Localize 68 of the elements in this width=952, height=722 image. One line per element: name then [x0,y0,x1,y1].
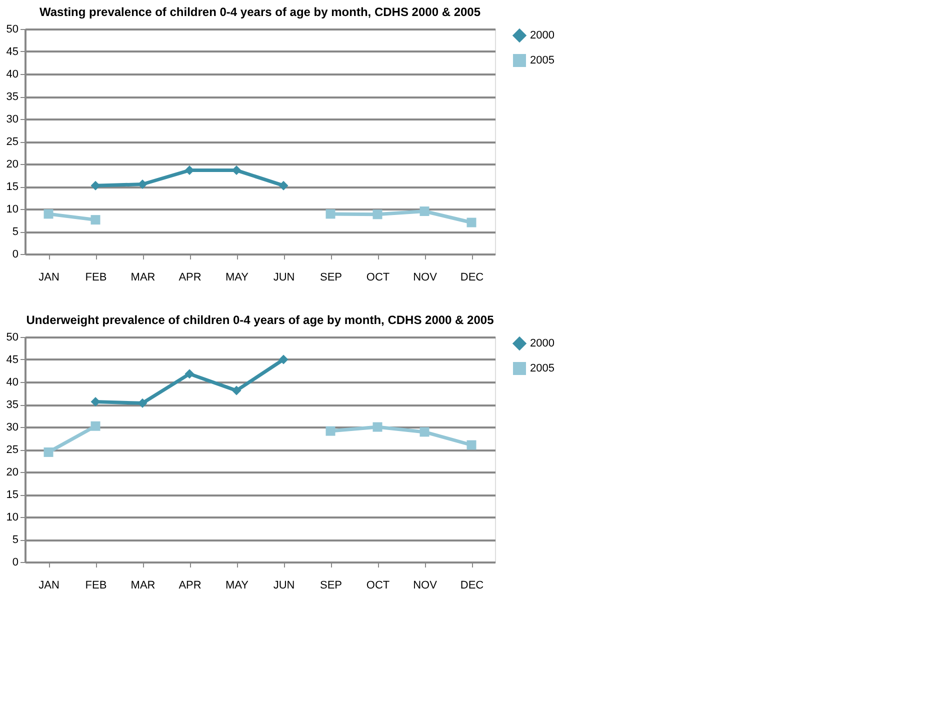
point [278,180,288,190]
chart-title: Wasting prevalence of children 0-4 years of age by month, CDHS 2000 & 2005 [39,5,481,19]
legend-label: 2005 [530,54,554,66]
x-tick-label: SEP [320,272,342,284]
y-tick-label: 45 [6,46,18,58]
legend-label: 2005 [530,362,554,374]
y-tick-label: 5 [12,226,18,238]
point [90,397,100,407]
point [326,426,336,436]
point [420,427,430,437]
y-tick-label: 30 [6,114,18,126]
y-tick-label: 40 [6,376,18,388]
y-tick-label: 5 [12,534,18,546]
y-tick-label: 15 [6,181,18,193]
x-tick-label: FEB [85,272,107,284]
legend-label: 2000 [530,338,554,350]
x-tick-label: JUN [273,580,295,592]
y-tick-label: 30 [6,422,18,434]
legend-label: 2000 [530,30,554,42]
y-tick-label: 10 [6,204,18,216]
y-tick-label: 0 [12,556,18,568]
x-tick-label: APR [178,272,202,284]
point [44,209,54,219]
x-tick-label: JAN [38,272,60,284]
point [90,421,100,431]
x-tick-label: OCT [366,580,390,592]
x-tick-label: JAN [38,580,60,592]
y-tick-label: 40 [6,68,18,80]
x-tick-label: MAY [225,580,250,592]
y-tick-label: 20 [6,466,18,478]
x-tick-label: FEB [85,580,107,592]
x-tick-label: OCT [366,272,390,284]
point [278,354,288,364]
y-tick-label: 10 [6,512,18,524]
point [232,386,242,396]
point [44,447,54,457]
point [372,210,382,220]
y-tick-label: 25 [6,136,18,148]
x-tick-label: NOV [413,580,438,592]
x-tick-label: NOV [413,272,438,284]
y-tick-label: 50 [6,24,18,36]
y-tick-label: 45 [6,354,18,366]
point [184,369,194,379]
y-tick-label: 50 [6,332,18,344]
y-tick-label: 0 [12,248,18,260]
point [90,215,100,225]
chart-title: Underweight prevalence of children 0-4 years of age by month, CDHS 2000 & 2005 [26,313,494,327]
y-tick-label: 15 [6,489,18,501]
point [326,209,336,219]
x-tick-label: DEC [460,580,484,592]
x-tick-label: MAR [130,272,156,284]
point [420,206,430,216]
point [90,180,100,190]
x-tick-label: JUN [273,272,295,284]
point [138,180,148,189]
x-tick-label: MAY [225,272,250,284]
x-tick-label: DEC [460,272,484,284]
y-tick-label: 25 [6,444,18,456]
y-tick-label: 35 [6,91,18,103]
point [138,398,148,408]
x-tick-label: SEP [320,580,342,592]
y-tick-label: 20 [6,158,18,170]
x-tick-label: MAR [130,580,156,592]
x-tick-label: APR [178,580,202,592]
point [372,422,382,432]
point [466,218,476,228]
point [466,440,476,450]
y-tick-label: 35 [6,399,18,411]
